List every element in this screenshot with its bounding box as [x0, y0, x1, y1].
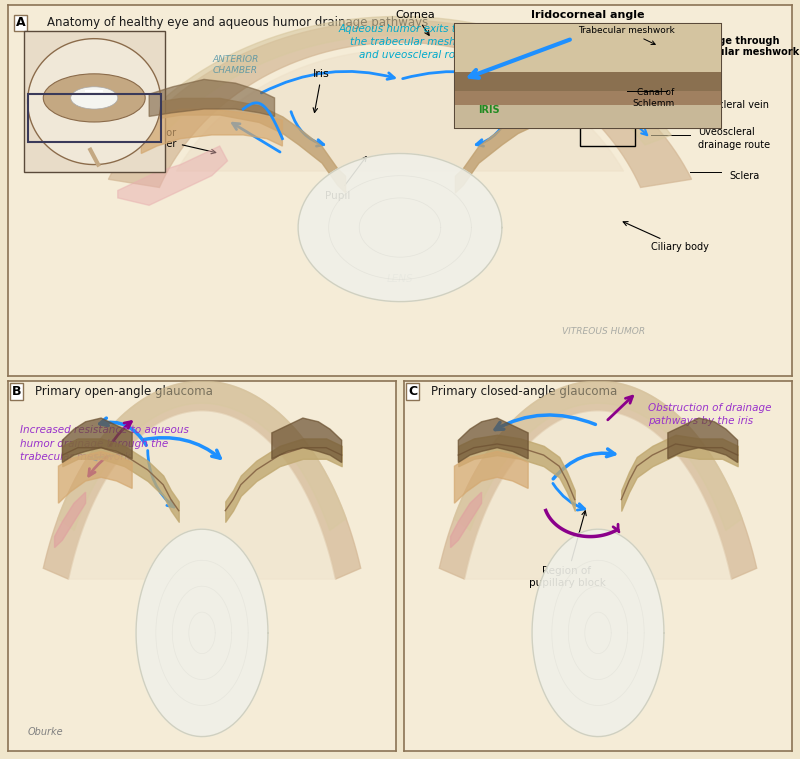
Polygon shape	[450, 492, 482, 548]
Polygon shape	[136, 529, 268, 736]
Polygon shape	[58, 381, 346, 531]
Polygon shape	[129, 17, 671, 145]
Polygon shape	[69, 411, 335, 579]
Text: Uveoscleral
drainage route: Uveoscleral drainage route	[698, 128, 770, 150]
Text: Region of
pupillary block: Region of pupillary block	[529, 511, 606, 587]
Polygon shape	[43, 381, 361, 579]
Text: Primary open-angle glaucoma: Primary open-angle glaucoma	[35, 385, 213, 398]
Polygon shape	[58, 452, 132, 503]
Polygon shape	[149, 80, 274, 116]
Polygon shape	[54, 492, 86, 548]
Text: Obstruction of drainage
pathways by the iris: Obstruction of drainage pathways by the …	[649, 403, 772, 427]
Polygon shape	[272, 418, 342, 462]
Polygon shape	[532, 529, 664, 736]
Text: Drainage through
trabecular meshwork: Drainage through trabecular meshwork	[631, 36, 799, 93]
Polygon shape	[177, 50, 623, 171]
Circle shape	[43, 74, 146, 122]
Circle shape	[70, 87, 118, 109]
Polygon shape	[109, 20, 691, 187]
Text: Ciliary body: Ciliary body	[623, 222, 709, 252]
Text: Canal of
Schlemm: Canal of Schlemm	[632, 88, 674, 108]
Text: LENS: LENS	[386, 275, 414, 285]
Text: Episcleral vein: Episcleral vein	[698, 100, 769, 110]
Polygon shape	[439, 381, 757, 579]
Text: C: C	[408, 385, 417, 398]
Text: A: A	[16, 17, 26, 30]
FancyBboxPatch shape	[455, 24, 722, 128]
Polygon shape	[118, 146, 227, 206]
Text: IRIS: IRIS	[478, 105, 500, 115]
Text: B: B	[12, 385, 22, 398]
Polygon shape	[458, 418, 528, 462]
Polygon shape	[454, 452, 528, 503]
Text: Trabecular meshwork: Trabecular meshwork	[578, 26, 674, 45]
FancyBboxPatch shape	[455, 24, 722, 128]
FancyBboxPatch shape	[24, 31, 165, 172]
Text: Iridocorneal angle: Iridocorneal angle	[531, 10, 645, 20]
Text: Sclera: Sclera	[730, 171, 759, 181]
Polygon shape	[298, 153, 502, 301]
Text: Pupil: Pupil	[325, 156, 366, 200]
Polygon shape	[465, 411, 731, 579]
Polygon shape	[142, 109, 282, 153]
FancyBboxPatch shape	[455, 24, 722, 72]
Text: Cornea: Cornea	[396, 10, 435, 36]
Text: ANTERIOR
CHAMBER: ANTERIOR CHAMBER	[212, 55, 258, 74]
Polygon shape	[526, 80, 651, 116]
FancyBboxPatch shape	[455, 72, 722, 90]
Text: Iris: Iris	[313, 69, 330, 112]
Text: Oburke: Oburke	[27, 726, 63, 736]
Polygon shape	[62, 418, 132, 462]
Text: Increased resistance to aqueous
humor drainage through the
trabecular meshwork: Increased resistance to aqueous humor dr…	[20, 426, 189, 462]
Text: Anatomy of healthy eye and aqueous humor drainage pathways: Anatomy of healthy eye and aqueous humor…	[47, 17, 429, 30]
Text: Posterior
chamber: Posterior chamber	[134, 128, 216, 154]
Text: VITREOUS HUMOR: VITREOUS HUMOR	[562, 327, 646, 335]
Text: Aqueous humor exits through
the trabecular meshwork
and uveoscleral route: Aqueous humor exits through the trabecul…	[338, 24, 493, 60]
FancyBboxPatch shape	[455, 90, 722, 106]
Polygon shape	[454, 381, 742, 531]
Polygon shape	[668, 418, 738, 462]
Text: Primary closed-angle glaucoma: Primary closed-angle glaucoma	[431, 385, 618, 398]
Polygon shape	[28, 39, 161, 165]
